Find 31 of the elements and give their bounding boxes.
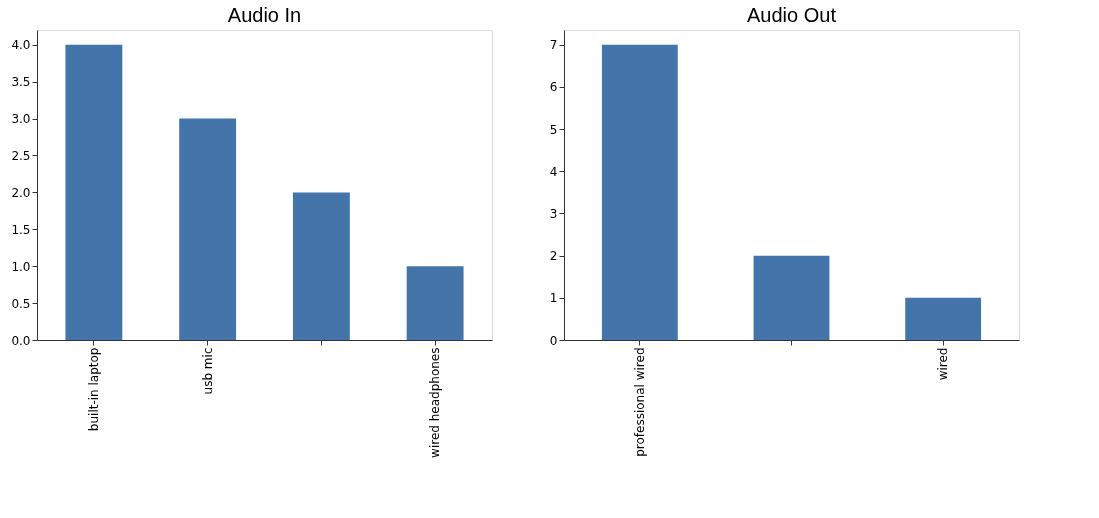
y-tick-label: 7: [549, 38, 558, 53]
y-tick-label: 3.5: [11, 75, 31, 90]
y-tick-label: 0: [549, 333, 558, 348]
y-tick-label: 1: [549, 291, 558, 306]
x-tick-label: usb mic: [200, 347, 215, 395]
y-tick-label: 0.0: [11, 333, 31, 348]
x-tick-label: wired: [936, 347, 951, 381]
x-tick-label: built-in laptop: [86, 347, 101, 432]
bar: [753, 255, 830, 340]
bar: [905, 297, 982, 340]
y-tick-label: 4.0: [11, 38, 31, 53]
y-tick-label: 5: [549, 122, 558, 137]
bar: [179, 118, 237, 340]
bar: [601, 44, 678, 340]
chart-title: Audio Out: [747, 4, 837, 26]
bar: [406, 266, 464, 340]
y-tick-label: 0.5: [11, 296, 31, 311]
y-tick-label: 4: [549, 164, 558, 179]
x-tick-label: wired headphones: [428, 347, 443, 458]
y-tick-label: 1.0: [11, 259, 31, 274]
chart-title: Audio In: [227, 4, 302, 26]
y-tick-label: 1.5: [11, 222, 31, 237]
bar: [65, 44, 123, 340]
y-tick-label: 2.5: [11, 148, 31, 163]
y-tick-label: 2.0: [11, 185, 31, 200]
y-tick-label: 2: [549, 249, 558, 264]
y-tick-label: 3: [549, 206, 558, 221]
x-tick-label: professional wired: [632, 347, 647, 457]
y-tick-label: 6: [549, 80, 558, 95]
y-tick-label: 3.0: [11, 112, 31, 127]
bar: [292, 192, 350, 340]
